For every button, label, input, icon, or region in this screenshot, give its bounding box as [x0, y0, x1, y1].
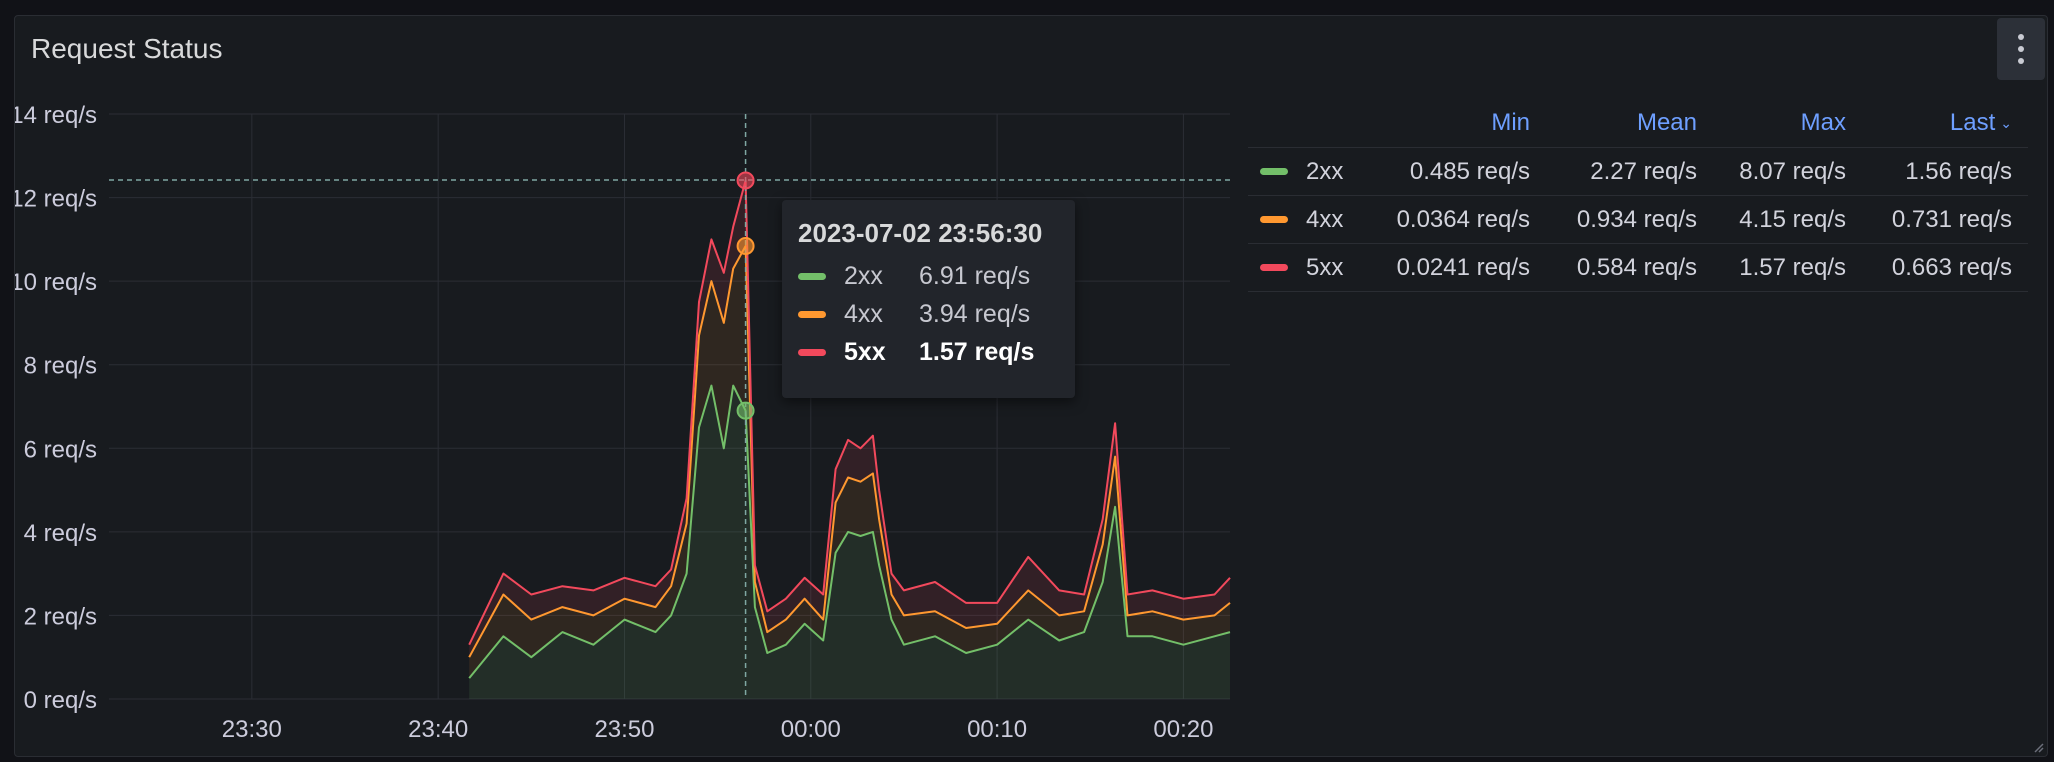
series-color-swatch — [798, 272, 826, 280]
tooltip-series-name: 4xx — [844, 299, 883, 328]
y-tick-label: 14 req/s — [15, 102, 97, 129]
kebab-vertical-icon — [2018, 34, 2024, 40]
legend-row-5xx[interactable]: 5xx 0.0241 req/s 0.584 req/s 1.57 req/s … — [1248, 244, 2028, 292]
legend-mean-value: 0.934 req/s — [1576, 205, 1697, 233]
chart-tooltip: 2023-07-02 23:56:30 2xx 6.91 req/s 4xx 3… — [782, 200, 1075, 398]
legend-min-value: 0.485 req/s — [1409, 157, 1530, 185]
series-color-swatch — [798, 310, 826, 318]
x-tick-label: 23:40 — [408, 716, 468, 743]
legend-max-value: 1.57 req/s — [1739, 253, 1846, 281]
series-line-4xx — [468, 245, 1231, 658]
y-tick-label: 2 req/s — [24, 603, 97, 630]
legend-series-name: 5xx — [1306, 253, 1344, 281]
x-tick-label: 00:20 — [1153, 716, 1213, 743]
request-status-panel: Request Status 0 req/s 2 req/s 4 req/s 6 re… — [14, 15, 2048, 757]
legend-header-max[interactable]: Max — [1800, 109, 1846, 136]
legend-last-value: 0.731 req/s — [1891, 205, 2012, 233]
legend-mean-value: 0.584 req/s — [1576, 253, 1697, 281]
legend-min-value: 0.0364 req/s — [1396, 205, 1530, 233]
y-tick-label: 6 req/s — [24, 436, 97, 463]
tooltip-row-4xx: 4xx 3.94 req/s — [798, 295, 1059, 333]
legend-series-name: 2xx — [1306, 157, 1344, 185]
tooltip-series-value: 3.94 req/s — [919, 299, 1031, 328]
legend-header-last[interactable]: Last ⌄ — [1846, 109, 2012, 137]
chevron-down-icon: ⌄ — [2000, 115, 2012, 131]
legend-max-value: 4.15 req/s — [1739, 205, 1846, 233]
y-tick-label: 4 req/s — [24, 520, 97, 547]
legend-row-2xx[interactable]: 2xx 0.485 req/s 2.27 req/s 8.07 req/s 1.… — [1248, 148, 2028, 196]
tooltip-series-name: 2xx — [844, 261, 883, 290]
resize-handle-icon[interactable] — [2032, 741, 2044, 753]
y-tick-label: 10 req/s — [15, 269, 97, 296]
legend-header-mean[interactable]: Mean — [1636, 109, 1697, 136]
legend-series-name: 4xx — [1306, 205, 1344, 233]
legend-header-min[interactable]: Min — [1491, 109, 1530, 136]
series-area-5xx — [469, 180, 1230, 658]
tooltip-series-value: 6.91 req/s — [919, 261, 1031, 290]
x-tick-label: 00:00 — [781, 716, 841, 743]
chart-series-areas — [469, 180, 1230, 699]
hover-point-4xx — [736, 237, 755, 256]
y-tick-label: 0 req/s — [24, 687, 97, 714]
y-tick-label: 12 req/s — [15, 186, 97, 213]
tooltip-row-2xx: 2xx 6.91 req/s — [798, 257, 1059, 295]
series-line-2xx — [468, 384, 1231, 679]
x-tick-label: 23:50 — [594, 716, 654, 743]
legend-mean-value: 2.27 req/s — [1590, 157, 1697, 185]
series-color-swatch — [1260, 168, 1288, 175]
x-tick-label: 23:30 — [222, 716, 282, 743]
panel-title: Request Status — [31, 33, 223, 64]
y-tick-label: 8 req/s — [24, 353, 97, 380]
legend-header-last-label: Last — [1949, 109, 1996, 136]
series-area-2xx — [469, 385, 1230, 699]
legend-row-4xx[interactable]: 4xx 0.0364 req/s 0.934 req/s 4.15 req/s … — [1248, 196, 2028, 244]
y-axis: 0 req/s 2 req/s 4 req/s 6 req/s 8 req/s 10 re… — [15, 102, 97, 714]
tooltip-series-name: 5xx — [844, 337, 886, 366]
panel-menu-button[interactable] — [1997, 18, 2045, 80]
hover-point-5xx — [736, 171, 755, 190]
chart-crosshair — [109, 114, 1230, 699]
x-tick-label: 00:10 — [967, 716, 1027, 743]
series-color-swatch — [798, 348, 826, 356]
tooltip-title: 2023-07-02 23:56:30 — [798, 218, 1043, 248]
tooltip-series-value: 1.57 req/s — [919, 337, 1035, 366]
series-color-swatch — [1260, 264, 1288, 271]
hover-point-2xx — [736, 401, 755, 420]
legend-header-row: Min Mean Max Last ⌄ — [1248, 99, 2028, 148]
x-axis: 23:30 23:40 23:50 00:00 00:10 00:20 — [222, 716, 1214, 743]
legend-min-value: 0.0241 req/s — [1396, 253, 1530, 281]
legend-last-value: 1.56 req/s — [1905, 157, 2012, 185]
legend-max-value: 8.07 req/s — [1739, 157, 1846, 185]
legend-last-value: 0.663 req/s — [1891, 253, 2012, 281]
series-color-swatch — [1260, 216, 1288, 223]
tooltip-row-5xx: 5xx 1.57 req/s — [798, 333, 1059, 371]
series-area-4xx — [469, 246, 1230, 679]
time-series-chart[interactable]: 0 req/s 2 req/s 4 req/s 6 req/s 8 req/s 10 re… — [15, 16, 1255, 757]
chart-grid — [109, 113, 1230, 700]
series-line-5xx — [468, 179, 1231, 646]
chart-series-lines — [468, 179, 1231, 679]
legend-table: Min Mean Max Last ⌄ 2xx 0.485 req/s 2.27 … — [1248, 99, 2028, 292]
